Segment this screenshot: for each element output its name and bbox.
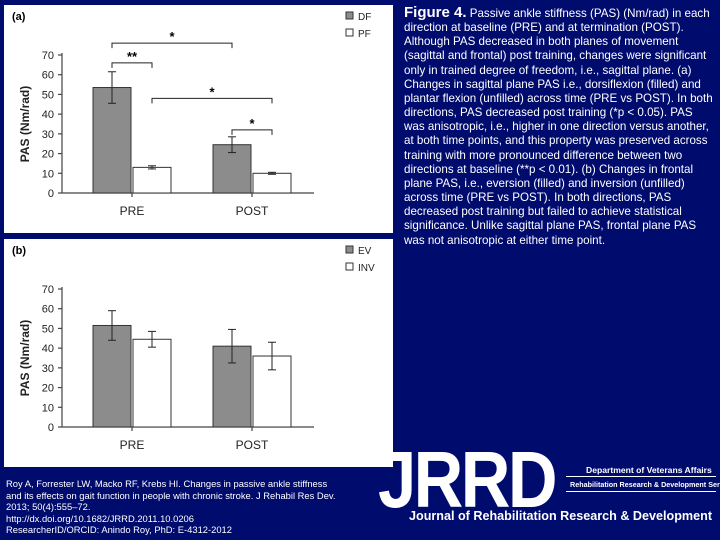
y-axis-title: PAS (Nm/rad): [18, 86, 32, 162]
caption-text: Passive ankle stiffness (PAS) (Nm/rad) i…: [404, 7, 713, 247]
legend-label-ev: EV: [358, 246, 372, 257]
legend-label-inv: INV: [358, 263, 375, 274]
citation-line: Roy A, Forrester LW, Macko RF, Krebs HI.…: [6, 478, 328, 489]
divider: [566, 476, 716, 477]
significance-label: *: [169, 29, 175, 44]
bar-inv-pre: [132, 338, 172, 428]
y-tick-label: 20: [42, 149, 54, 161]
legend-swatch-inv: [345, 262, 354, 271]
significance-bracket: [151, 97, 273, 104]
legend-swatch-pf: [345, 28, 354, 37]
y-axis-title: PAS (Nm/rad): [18, 320, 32, 396]
legend-swatch-df: [345, 11, 354, 20]
citation-line: ResearcherID/ORCID: Anindo Roy, PhD: E-4…: [6, 524, 232, 536]
x-tick-label: POST: [236, 438, 269, 452]
legend-swatch-ev: [345, 245, 354, 254]
figure-label: Figure 4.: [404, 4, 467, 21]
y-tick-label: 50: [42, 323, 54, 335]
x-tick-label: PRE: [120, 204, 145, 218]
legend-label-pf: PF: [358, 29, 371, 40]
bar-ev-pre: [92, 324, 132, 428]
significance-label: *: [249, 116, 255, 131]
significance-label: *: [209, 84, 215, 99]
rrd-label: Rehabilitation Research & Development Se…: [570, 480, 720, 489]
panel-label: (a): [12, 11, 26, 23]
bar-pf-pre: [132, 166, 172, 194]
chart-panel-a: (a) 0 10 20 30 40 50 60 70 PAS (Nm/rad) PRE POST * **…: [4, 5, 393, 233]
jrrd-logo: JRRD: [378, 435, 558, 524]
y-tick-label: 20: [42, 383, 54, 395]
divider: [566, 491, 716, 492]
y-tick-label: 40: [42, 343, 54, 355]
legend-label-df: DF: [358, 12, 371, 23]
significance-bracket: [111, 42, 233, 49]
bar-df-pre: [92, 87, 132, 194]
panel-label: (b): [12, 245, 26, 257]
citation-line: and its effects on gait function in peop…: [6, 489, 336, 501]
citation-doi[interactable]: http://dx.doi.org/10.1682/JRRD.2011.10.0…: [6, 512, 194, 524]
dept-label: Department of Veterans Affairs: [586, 465, 712, 475]
y-tick-label: 70: [42, 284, 54, 296]
y-tick-label: 70: [42, 50, 54, 62]
y-tick-label: 50: [42, 89, 54, 101]
y-tick-label: 40: [42, 109, 54, 121]
x-tick-label: PRE: [120, 438, 145, 452]
x-tick-label: POST: [236, 204, 269, 218]
y-tick-label: 30: [42, 363, 54, 375]
significance-bracket: [111, 62, 153, 68]
y-tick-label: 30: [42, 129, 54, 141]
journal-name: Journal of Rehabilitation Research & Dev…: [409, 509, 713, 523]
bar-pf-post: [252, 172, 292, 194]
chart-panel-b: (b) 0 10 20 30 40 50 60 70 PAS (Nm/rad) PRE POST EV I…: [4, 239, 393, 467]
y-tick-label: 0: [48, 422, 54, 434]
citation-line: 2013; 50(4):555–72.: [6, 501, 91, 513]
chart-b-svg: (b) 0 10 20 30 40 50 60 70 PAS (Nm/rad) PRE POST EV I…: [12, 245, 375, 452]
y-tick-label: 60: [42, 70, 54, 82]
significance-label: **: [127, 49, 138, 64]
y-tick-label: 60: [42, 304, 54, 316]
significance-bracket: [231, 129, 273, 135]
y-tick-label: 0: [48, 188, 54, 200]
figure-caption: Figure 4. Passive ankle stiffness (PAS) …: [404, 4, 716, 248]
citation: Roy A, Forrester LW, Macko RF, Krebs HI.…: [6, 478, 376, 536]
y-tick-label: 10: [42, 168, 54, 180]
y-tick-label: 10: [42, 402, 54, 414]
